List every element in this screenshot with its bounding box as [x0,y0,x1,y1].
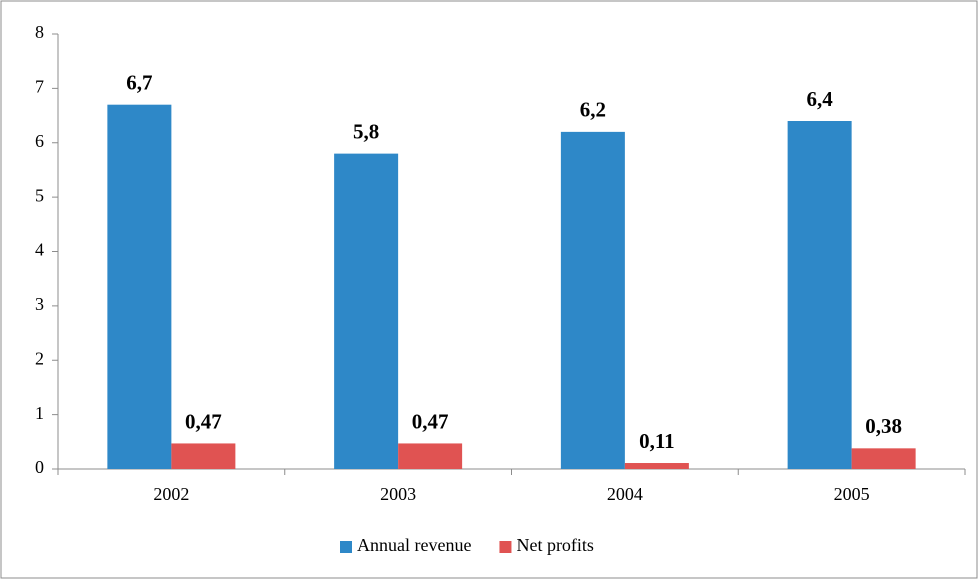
legend-swatch [499,541,512,553]
legend-swatch [340,541,352,553]
bar [171,443,236,469]
y-tick-label: 5 [35,185,44,205]
x-tick-label: 2002 [153,484,189,504]
x-tick-label: 2005 [834,484,870,504]
bar [398,443,463,469]
x-tick-label: 2004 [607,484,643,504]
y-tick-label: 1 [35,403,44,423]
y-tick-label: 3 [35,294,44,314]
y-tick-label: 8 [35,22,44,42]
y-tick-label: 7 [35,77,44,97]
data-label: 6,4 [807,87,834,111]
bar [851,448,916,469]
y-tick-label: 2 [35,348,44,368]
data-label: 5,8 [353,119,379,143]
data-label: 0,38 [865,414,902,438]
bar [560,131,625,469]
data-label: 6,7 [126,71,152,95]
data-label: 0,47 [185,409,222,433]
bar [787,121,852,469]
y-tick-label: 0 [35,457,44,477]
y-tick-label: 6 [35,131,44,151]
bar [624,463,689,469]
bar [107,104,172,469]
y-tick-label: 4 [35,240,44,260]
legend-label: Net profits [516,535,593,555]
bar [334,153,399,469]
data-label: 6,2 [580,98,606,122]
data-label: 0,11 [639,429,675,453]
data-label: 0,47 [412,409,449,433]
x-tick-label: 2003 [380,484,416,504]
legend-label: Annual revenue [357,535,471,555]
